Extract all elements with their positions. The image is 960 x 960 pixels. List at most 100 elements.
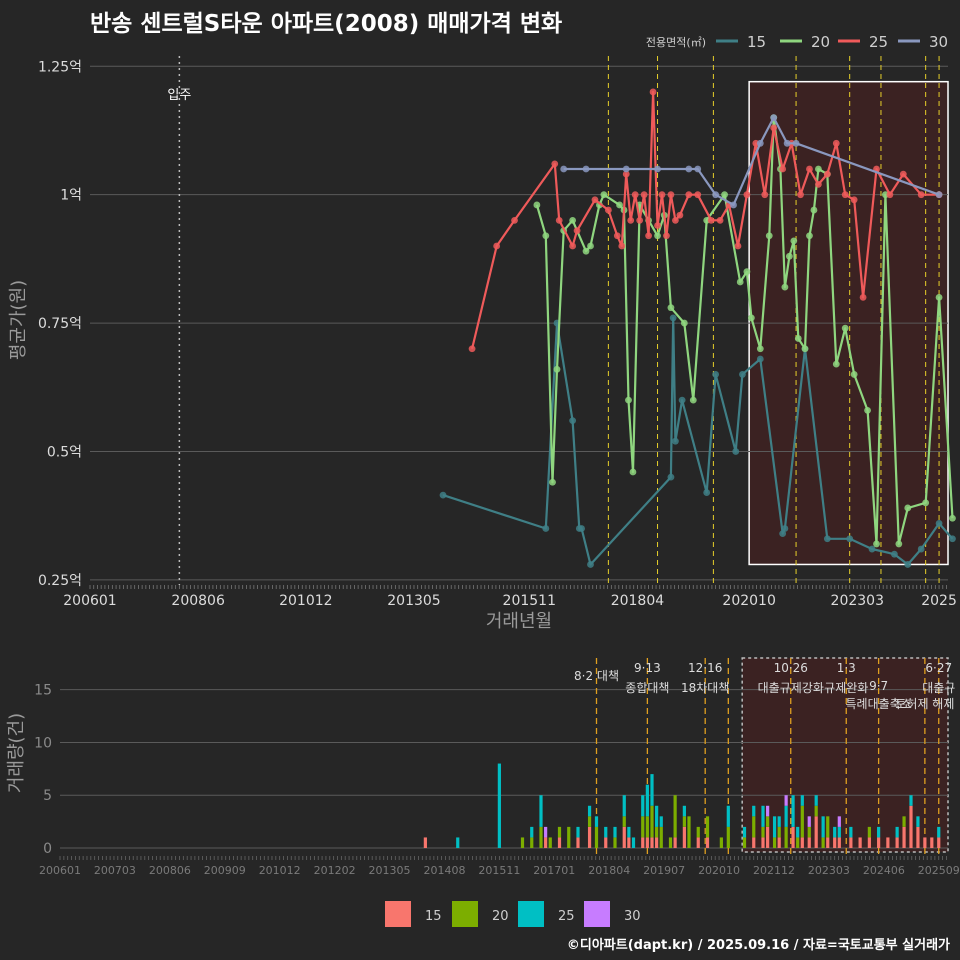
bar-segment-25 xyxy=(772,816,777,838)
bar-segment-20 xyxy=(800,805,804,838)
bar-segment-20 xyxy=(567,826,571,848)
data-point-20 xyxy=(765,232,773,240)
data-point-15 xyxy=(667,473,675,481)
data-point-15 xyxy=(756,355,764,363)
bar-segment-20 xyxy=(539,826,543,848)
data-point-25 xyxy=(797,191,804,199)
data-point-25 xyxy=(806,165,813,173)
data-point-20 xyxy=(616,201,623,209)
bar-segment-20 xyxy=(772,837,777,848)
policy-date: 6·27 xyxy=(925,661,952,675)
data-point-20 xyxy=(904,504,912,512)
data-point-30 xyxy=(783,139,791,147)
data-point-15 xyxy=(917,545,925,553)
bar-y-tick-label: 15 xyxy=(34,683,52,699)
data-point-20 xyxy=(790,237,798,245)
bar-segment-20 xyxy=(622,816,626,827)
data-point-20 xyxy=(542,232,550,240)
bar-segment-20 xyxy=(814,805,818,817)
legend-label-25: 25 xyxy=(869,33,888,51)
bar-x-tick-label: 202303 xyxy=(808,864,850,877)
bar-segment-15 xyxy=(909,805,913,848)
bar-segment-15 xyxy=(858,837,862,848)
bar-legend-label-25: 25 xyxy=(558,909,575,924)
policy-label: 토허제 해제 xyxy=(895,697,954,711)
bar-segment-30 xyxy=(544,826,548,838)
bar-segment-25 xyxy=(497,763,501,848)
data-point-20 xyxy=(587,242,594,250)
data-point-25 xyxy=(917,191,925,199)
bar-x-tick-label: 201907 xyxy=(643,864,685,877)
bar-y-tick-label: 10 xyxy=(34,735,52,751)
data-point-25 xyxy=(899,170,907,178)
bar-y-axis-title: 거래량(건) xyxy=(6,713,27,793)
data-point-20 xyxy=(582,247,590,255)
data-point-25 xyxy=(569,242,577,250)
data-point-25 xyxy=(850,196,858,204)
data-point-20 xyxy=(864,406,871,414)
data-point-20 xyxy=(654,232,661,240)
bar-segment-25 xyxy=(682,805,686,817)
data-point-25 xyxy=(658,191,666,199)
bar-segment-25 xyxy=(530,826,534,838)
bar-segment-25 xyxy=(821,816,825,838)
bar-segment-15 xyxy=(833,837,837,848)
data-point-20 xyxy=(569,216,577,224)
bar-segment-15 xyxy=(423,837,427,848)
bar-segment-15 xyxy=(696,837,700,848)
bar-segment-15 xyxy=(777,837,781,848)
bar-segment-15 xyxy=(814,816,818,848)
data-point-25 xyxy=(636,216,644,224)
bar-segment-15 xyxy=(886,837,890,848)
bar-segment-30 xyxy=(766,805,770,817)
data-point-25 xyxy=(667,191,675,199)
data-point-20 xyxy=(533,201,541,209)
bar-y-tick-label: 0 xyxy=(43,841,52,857)
bar-x-tick-label: 200601 xyxy=(39,864,81,877)
bar-legend-label-20: 20 xyxy=(492,909,509,924)
data-point-25 xyxy=(676,211,684,219)
bar-segment-20 xyxy=(705,816,710,838)
bar-segment-25 xyxy=(587,805,592,817)
data-point-20 xyxy=(721,191,728,199)
bar-segment-20 xyxy=(548,837,552,848)
bar-segment-15 xyxy=(650,837,654,848)
data-point-20 xyxy=(629,468,637,476)
bar-segment-20 xyxy=(742,837,747,848)
bar-segment-25 xyxy=(784,805,788,827)
data-point-25 xyxy=(631,191,639,199)
bar-segment-15 xyxy=(895,837,899,848)
data-point-25 xyxy=(832,139,840,147)
data-point-25 xyxy=(672,216,679,224)
bar-segment-20 xyxy=(867,826,871,838)
data-point-30 xyxy=(654,165,661,173)
data-point-15 xyxy=(712,371,720,378)
bar-segment-20 xyxy=(726,826,730,848)
data-point-20 xyxy=(689,396,697,404)
bar-legend-swatch-15 xyxy=(385,901,411,927)
bar-segment-25 xyxy=(796,826,800,838)
data-point-20 xyxy=(841,324,849,332)
x-axis-title: 거래년월 xyxy=(486,611,552,632)
data-point-30 xyxy=(712,191,720,199)
data-point-30 xyxy=(935,191,943,199)
policy-date: 9·13 xyxy=(634,661,661,675)
data-point-20 xyxy=(549,478,556,486)
policy-label: 대출규제강화 xyxy=(758,681,824,695)
bar-segment-25 xyxy=(800,795,804,806)
bar-segment-15 xyxy=(645,837,649,848)
data-point-20 xyxy=(935,293,943,301)
bar-segment-15 xyxy=(902,826,906,848)
data-point-20 xyxy=(743,268,751,276)
data-point-25 xyxy=(645,232,652,240)
bar-x-tick-label: 202010 xyxy=(698,864,740,877)
y-tick-label: 0.5억 xyxy=(47,444,82,460)
bar-segment-15 xyxy=(622,826,626,848)
bar-segment-20 xyxy=(807,826,811,838)
bar-legend-label-30: 30 xyxy=(624,909,641,924)
bar-segment-20 xyxy=(520,837,525,848)
data-point-15 xyxy=(569,417,577,425)
bar-segment-15 xyxy=(800,837,804,848)
bar-segment-20 xyxy=(613,837,617,848)
data-point-15 xyxy=(739,371,746,378)
